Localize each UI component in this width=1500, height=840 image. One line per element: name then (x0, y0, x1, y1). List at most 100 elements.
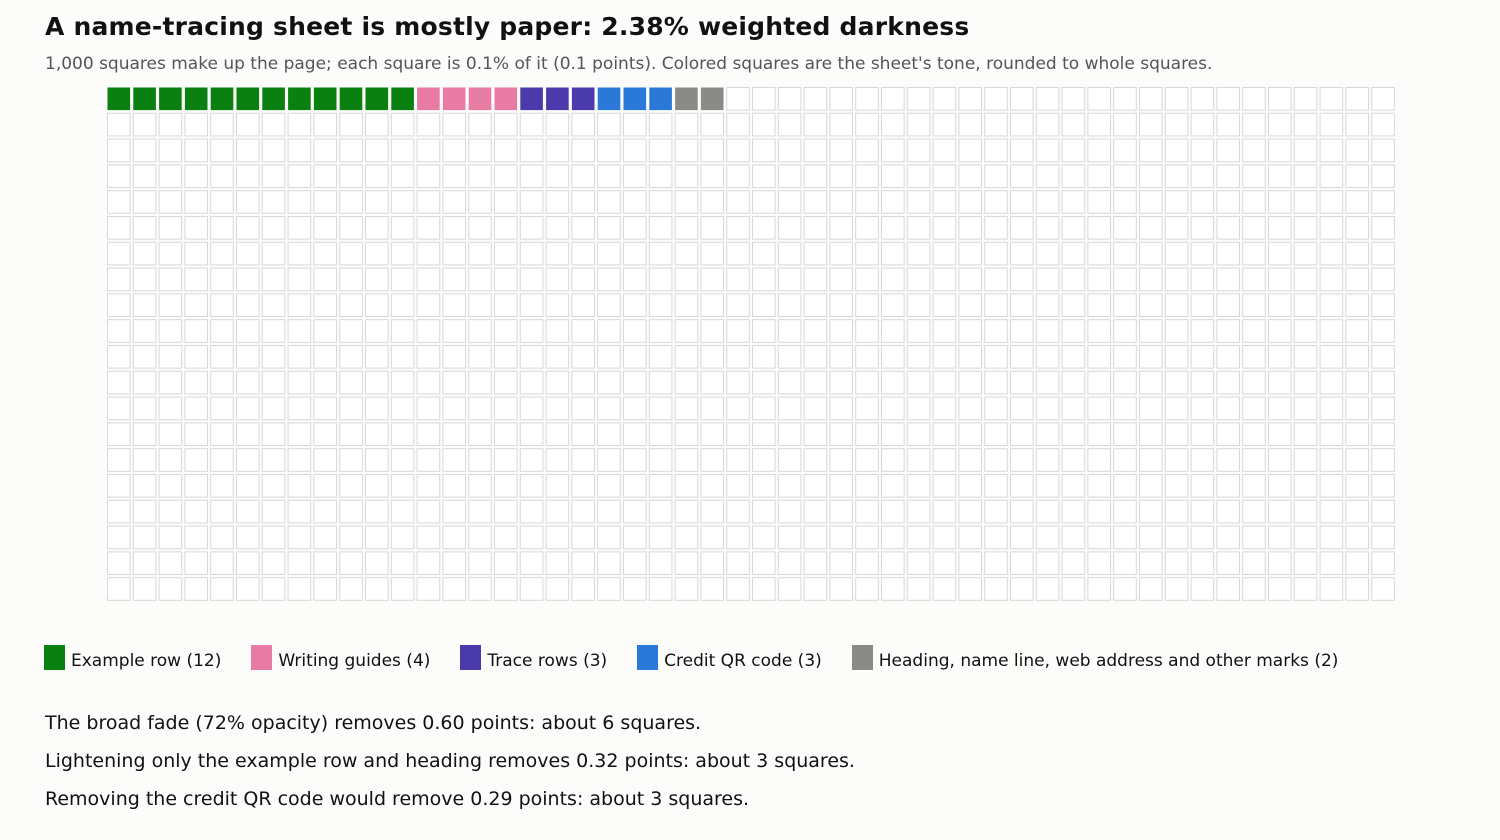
waffle-square-empty (1190, 422, 1215, 446)
waffle-square-empty (158, 138, 183, 163)
waffle-square-empty (416, 499, 441, 524)
waffle-square-empty (339, 112, 363, 137)
waffle-square-empty (1010, 525, 1034, 550)
waffle-square-empty (1190, 345, 1215, 369)
waffle-square-empty (932, 87, 957, 111)
waffle-square-empty (648, 474, 673, 498)
waffle-square-empty (906, 293, 931, 317)
waffle-square-empty (468, 474, 492, 498)
waffle-square-empty (1371, 216, 1395, 240)
waffle-square-empty (855, 345, 879, 369)
waffle-square-empty (442, 474, 466, 498)
waffle-square-empty (365, 319, 389, 343)
waffle-square-empty (519, 345, 544, 369)
waffle-square-empty (1010, 164, 1034, 189)
waffle-square-empty (210, 499, 234, 524)
waffle-square-empty (855, 164, 879, 189)
waffle-square-empty (597, 396, 621, 421)
waffle-square-empty (932, 216, 957, 240)
waffle-square-empty (107, 216, 131, 240)
waffle-square-empty (261, 345, 286, 369)
waffle-square-empty (597, 370, 621, 395)
waffle-square-empty (236, 396, 260, 421)
waffle-square-empty (1216, 345, 1241, 369)
waffle-square-empty (1268, 370, 1292, 395)
waffle-square-empty (390, 241, 415, 266)
waffle-square-empty (1319, 474, 1344, 498)
waffle-square-empty (906, 499, 931, 524)
waffle-square-empty (958, 241, 983, 266)
waffle-square-empty (829, 345, 854, 369)
waffle-square-empty (1061, 448, 1086, 472)
waffle-square-empty (184, 345, 209, 369)
waffle-square-empty (1164, 319, 1189, 343)
waffle-square-empty (390, 293, 415, 317)
waffle-square-empty (829, 164, 854, 189)
waffle-square-empty (1345, 293, 1370, 317)
waffle-square-empty (958, 112, 983, 137)
waffle-square-empty (1319, 345, 1344, 369)
waffle-square-empty (803, 190, 828, 214)
waffle-square-empty (158, 525, 183, 550)
waffle-square-empty (313, 293, 337, 317)
waffle-square-empty (906, 422, 931, 446)
waffle-square-empty (777, 87, 802, 111)
waffle-square-empty (932, 319, 957, 343)
waffle-square-empty (1164, 164, 1189, 189)
waffle-square-empty (906, 525, 931, 550)
waffle-square-empty (545, 241, 570, 266)
waffle-square-empty (674, 319, 699, 343)
waffle-square-empty (752, 577, 776, 601)
waffle-square-empty (1139, 216, 1163, 240)
waffle-square-empty (494, 422, 518, 446)
waffle-square-empty (906, 138, 931, 163)
waffle-square-empty (1319, 396, 1344, 421)
waffle-square-empty (1087, 190, 1112, 214)
waffle-square-empty (855, 267, 879, 292)
waffle-square-empty (545, 138, 570, 163)
waffle-square-empty (313, 499, 337, 524)
waffle-square-empty (442, 164, 466, 189)
waffle-square-empty (932, 551, 957, 575)
waffle-square-empty (313, 577, 337, 601)
waffle-square-empty (700, 551, 725, 575)
waffle-square-empty (1061, 474, 1086, 498)
waffle-square-empty (1190, 551, 1215, 575)
waffle-square-empty (236, 474, 260, 498)
waffle-square-empty (1113, 319, 1137, 343)
waffle-square-empty (855, 138, 879, 163)
waffle-square-empty (442, 216, 466, 240)
waffle-square-empty (752, 499, 776, 524)
waffle-square-empty (1087, 448, 1112, 472)
waffle-square-empty (261, 551, 286, 575)
waffle-square-empty (1293, 551, 1318, 575)
waffle-square-empty (932, 448, 957, 472)
waffle-square-empty (1061, 577, 1086, 601)
waffle-square-empty (1216, 370, 1241, 395)
waffle-square-empty (236, 499, 260, 524)
waffle-square-empty (1190, 241, 1215, 266)
waffle-square-empty (339, 319, 363, 343)
waffle-square-empty (365, 525, 389, 550)
waffle-square-empty (1035, 474, 1060, 498)
waffle-square-empty (906, 345, 931, 369)
waffle-square-empty (313, 370, 337, 395)
waffle-square-empty (881, 216, 905, 240)
waffle-square-empty (881, 474, 905, 498)
waffle-square-empty (313, 138, 337, 163)
waffle-square-empty (1035, 138, 1060, 163)
waffle-square-empty (261, 138, 286, 163)
waffle-square-empty (442, 370, 466, 395)
waffle-square-empty (236, 525, 260, 550)
waffle-square-empty (1035, 87, 1060, 111)
waffle-square-empty (623, 241, 647, 266)
waffle-square-empty (184, 448, 209, 472)
notes: The broad fade (72% opacity) removes 0.6… (45, 712, 855, 826)
waffle-square-empty (726, 525, 750, 550)
waffle-square-empty (829, 190, 854, 214)
waffle-square-empty (623, 577, 647, 601)
waffle-square-empty (1035, 345, 1060, 369)
waffle-square-empty (1035, 190, 1060, 214)
waffle-square-empty (158, 396, 183, 421)
waffle-square-empty (881, 267, 905, 292)
